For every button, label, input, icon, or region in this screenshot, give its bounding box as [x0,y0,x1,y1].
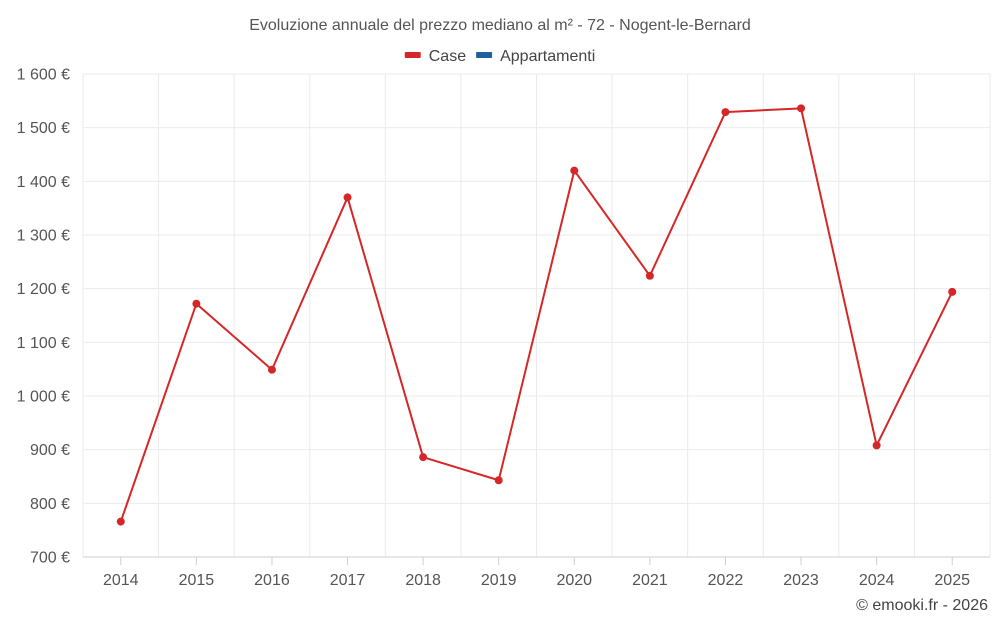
x-tick-label: 2014 [103,572,139,589]
legend-swatch [404,52,421,58]
x-tick-label: 2021 [632,572,668,589]
y-tick-label: 1 600 € [17,67,70,84]
x-tick-label: 2023 [783,572,819,589]
series-layer [116,104,957,526]
legend-label: Case [429,48,466,65]
legend-item-appartamenti[interactable]: Appartamenti [476,48,595,65]
y-tick-label: 1 400 € [17,174,70,191]
x-tick-label: 2017 [330,572,366,589]
y-tick-label: 1 200 € [17,281,70,298]
series-line-case[interactable] [119,107,954,522]
y-tick-label: 700 € [30,550,70,567]
y-tick-label: 800 € [30,496,70,513]
y-tick-label: 900 € [30,442,70,459]
data-point[interactable] [419,453,428,462]
legend-item-case[interactable]: Case [404,48,466,65]
data-point[interactable] [797,104,806,113]
x-tick-label: 2020 [556,572,592,589]
x-tick-label: 2016 [254,572,290,589]
y-tick-label: 1 500 € [17,120,70,137]
y-tick-label: 1 000 € [17,389,70,406]
chart-title: Evoluzione annuale del prezzo mediano al… [249,17,751,34]
x-tick-label: 2022 [708,572,744,589]
data-point[interactable] [948,287,957,296]
data-point[interactable] [267,365,276,374]
data-point[interactable] [570,166,579,175]
data-point[interactable] [192,299,201,308]
legend-swatch [476,52,493,58]
data-point[interactable] [721,108,730,117]
legend-label: Appartamenti [500,48,595,65]
y-tick-label: 1 300 € [17,228,70,245]
x-tick-label: 2019 [481,572,517,589]
credit-text: © emooki.fr - 2026 [856,597,988,614]
data-point[interactable] [116,517,125,526]
data-point[interactable] [494,476,503,485]
grid [82,73,991,557]
x-tick-label: 2025 [934,572,970,589]
data-point[interactable] [343,193,352,202]
x-tick-label: 2018 [405,572,441,589]
y-tick-label: 1 100 € [17,335,70,352]
legend[interactable]: Case Appartamenti [404,48,596,65]
data-point[interactable] [872,441,881,450]
x-tick-label: 2015 [179,572,215,589]
x-tick-label: 2024 [859,572,895,589]
data-point[interactable] [645,271,654,280]
axes: 700 € 800 € 900 € 1 000 € 1 100 € 1 200 € 1 30… [17,67,990,589]
